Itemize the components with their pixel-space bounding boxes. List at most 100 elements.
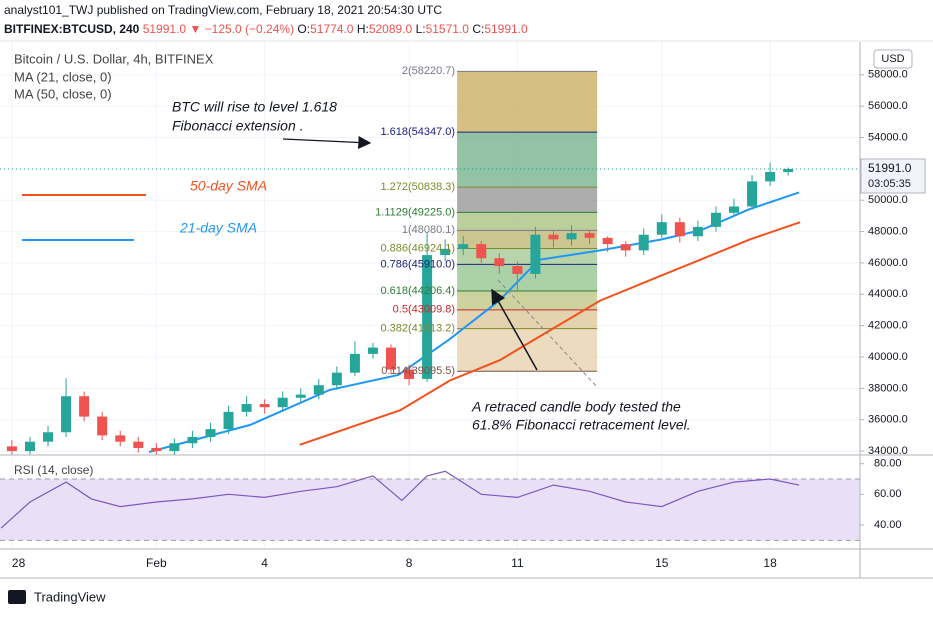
y-tick-label: 34000.0 <box>868 445 908 457</box>
y-tick-label: 46000.0 <box>868 257 908 269</box>
fib-label: 0.618(44206.4) <box>380 285 455 297</box>
ohlc-value: 52089.0 <box>369 22 413 36</box>
candle-body <box>728 206 739 213</box>
ohlc-key: C: <box>472 22 484 36</box>
candle-body <box>548 234 559 240</box>
y-tick-label: 80.00 <box>874 458 902 470</box>
fib-band <box>457 212 598 231</box>
annotation: Fibonacci extension . <box>172 118 304 134</box>
y-tick-label: 40.00 <box>874 519 902 531</box>
rsi-band <box>0 479 860 541</box>
line <box>148 191 800 453</box>
candle-body <box>765 171 776 182</box>
candle-body <box>656 222 667 235</box>
x-tick-label: 8 <box>406 556 413 570</box>
candle-body <box>151 447 162 452</box>
candle-body <box>349 353 360 373</box>
ohlc-key: O: <box>297 22 310 36</box>
candle-body <box>747 181 758 207</box>
y-tick-label: 60.00 <box>874 488 902 500</box>
candle-body <box>241 404 252 412</box>
y-tick-label: 42000.0 <box>868 320 908 332</box>
symbol: BITFINEX:BTCUSD, 240 <box>4 22 140 36</box>
ohlc-value: 51774.0 <box>310 22 354 36</box>
candle-body <box>205 429 216 437</box>
candle-body <box>61 396 72 433</box>
currency-box[interactable] <box>873 49 913 69</box>
candle-body <box>313 385 324 395</box>
currency[interactable]: USD <box>881 53 904 65</box>
axes <box>0 40 933 579</box>
fib-band <box>457 309 598 329</box>
logo-icon[interactable] <box>8 590 26 604</box>
candle-body <box>386 347 397 370</box>
x-tick-label: 11 <box>511 556 524 570</box>
candle-body <box>277 397 288 408</box>
fib-label: 0.886(46924.1) <box>380 242 455 254</box>
brand[interactable]: TradingView <box>34 589 106 604</box>
y-tick-label: 50000.0 <box>868 194 908 206</box>
y-tick-label: 38000.0 <box>868 382 908 394</box>
y-tick-label: 56000.0 <box>868 100 908 112</box>
fib-label: 0.5(43009.8) <box>393 304 455 316</box>
change: −125.0 (−0.24%) <box>205 22 294 36</box>
candle-body <box>584 233 595 238</box>
y-tick-label: 54000.0 <box>868 131 908 143</box>
candle-body <box>43 432 54 442</box>
guide-line <box>497 279 599 389</box>
candle-body <box>458 244 469 249</box>
candle-body <box>440 248 451 256</box>
candle-body <box>494 258 505 267</box>
countdown: 03:05:35 <box>868 178 911 190</box>
candle-body <box>259 404 270 408</box>
symbol-line: BITFINEX:BTCUSD, 240 51991.0 ▼ −125.0 (−… <box>4 22 528 36</box>
fib-label: 0.382(41813.2) <box>380 322 455 334</box>
fib-band <box>457 328 598 372</box>
fib-band <box>457 291 598 310</box>
x-tick-label: 4 <box>261 556 268 570</box>
fib-label: 0.114(39095.5) <box>381 365 455 377</box>
fib-label: 1.618(54347.0) <box>380 126 455 138</box>
annotation: BTC will rise to level 1.618 <box>172 99 337 115</box>
fib-band <box>457 230 598 249</box>
fib-band <box>457 248 598 265</box>
fib-label: 1.272(50838.3) <box>380 181 455 193</box>
x-tick-label: 15 <box>655 556 669 570</box>
candle-body <box>331 372 342 386</box>
fib-band <box>457 132 598 188</box>
candle-body <box>404 369 415 379</box>
candle-body <box>530 234 541 274</box>
price-tag <box>860 158 926 194</box>
candle-body <box>295 394 306 398</box>
x-tick-label: 28 <box>12 556 26 570</box>
footer-logo[interactable]: TradingView <box>8 589 106 604</box>
fib-label: 1(48080.1) <box>402 224 455 236</box>
price-pane <box>0 162 860 455</box>
candle-body <box>223 411 234 430</box>
candle-body <box>169 443 180 452</box>
ohlc-key: L: <box>416 22 426 36</box>
y-tick-label: 36000.0 <box>868 414 908 426</box>
legend-entry: MA (50, close, 0) <box>14 86 112 101</box>
candle-body <box>133 441 144 448</box>
ohlc-value: 51991.0 <box>484 22 528 36</box>
candle-body <box>710 212 721 227</box>
y-tick-label: 44000.0 <box>868 288 908 300</box>
author-line: analyst101_TWJ published on TradingView.… <box>4 3 442 17</box>
price-tag-label: 51991.0 <box>868 161 912 175</box>
y-tick-label: 58000.0 <box>868 69 908 81</box>
candle-body <box>187 436 198 444</box>
rsi-pane <box>0 470 860 541</box>
fib-label: 2(58220.7) <box>402 65 455 77</box>
last-price: 51991.0 <box>143 22 187 36</box>
fib-tool <box>457 70 598 372</box>
candle-body <box>6 446 17 452</box>
candle-body <box>115 435 126 442</box>
candle-body <box>638 234 649 251</box>
fib-band <box>457 187 598 213</box>
rsi-title: RSI (14, close) <box>14 463 93 477</box>
candle-body <box>602 237 613 245</box>
candle-body <box>476 244 487 259</box>
ohlc-key: H: <box>357 22 369 36</box>
candle-body <box>620 244 631 251</box>
